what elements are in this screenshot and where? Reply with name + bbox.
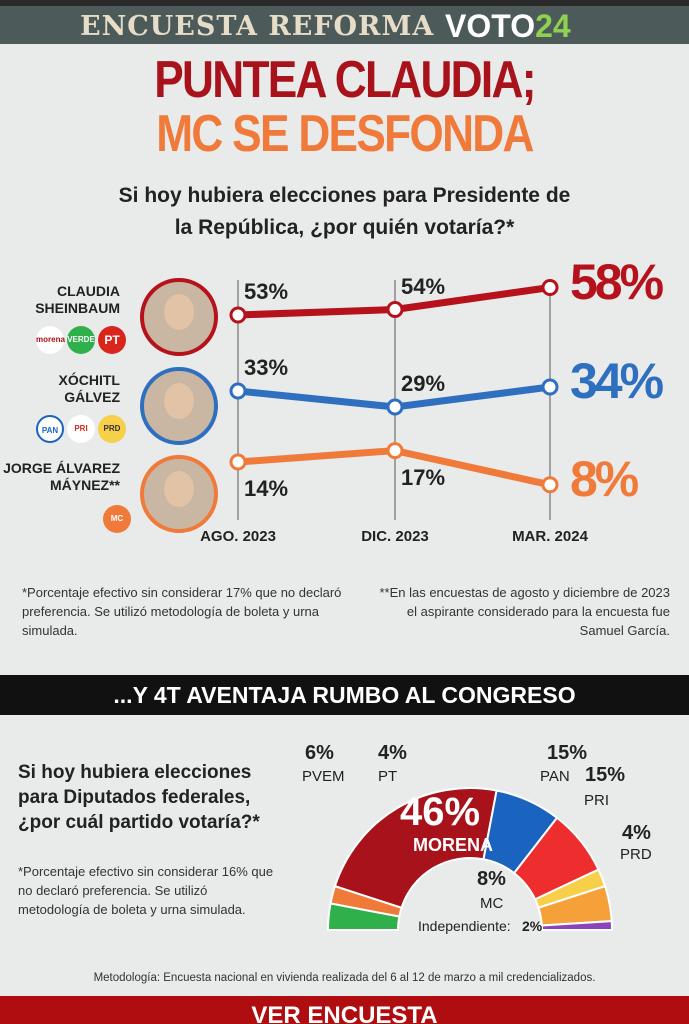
data-point: [386, 442, 404, 460]
party-name: PT: [378, 768, 398, 785]
header-bar: ENCUESTA REFORMA VOTO24: [0, 0, 689, 44]
data-point: [386, 398, 404, 416]
current-value: 34%: [570, 353, 664, 409]
data-point: [541, 279, 559, 296]
data-label: 33%: [244, 355, 289, 380]
morena-value: 46%: [400, 790, 481, 834]
data-point: [229, 382, 247, 400]
current-value: 8%: [570, 450, 639, 507]
congress-chart: [326, 787, 614, 931]
party-logos: MC: [103, 505, 131, 533]
data-point: [386, 301, 404, 318]
party-value: 6%: [305, 742, 334, 764]
party-name: MC: [480, 895, 504, 912]
headline-1: PUNTEA CLAUDIA;: [154, 51, 536, 109]
question-2: Si hoy hubiera elecciones para Diputados…: [18, 762, 260, 833]
note-right: **En las encuestas de agosto y diciembre…: [379, 585, 670, 638]
party-logos: morena VERDE PT: [36, 326, 126, 354]
party-value: 4%: [622, 822, 651, 844]
candidate-name: JORGE ÁLVAREZ MÁYNEZ**: [3, 460, 120, 493]
data-label: 54%: [401, 273, 446, 299]
party-value: 4%: [378, 742, 407, 764]
verde-logo: VERDE: [67, 326, 95, 354]
pt-logo: PT: [98, 326, 126, 354]
morena-logo: morena: [36, 326, 65, 354]
data-label: 17%: [401, 464, 446, 490]
party-logos: PAN PRI PRD: [36, 415, 126, 443]
mc-logo: MC: [103, 505, 131, 533]
pri-logo: PRI: [67, 415, 95, 443]
data-label: 53%: [244, 279, 289, 304]
x-tick-label: DIC. 2023: [361, 528, 429, 545]
party-name: PAN: [540, 768, 570, 785]
party-name: Independiente:: [418, 918, 511, 934]
data-label: 14%: [244, 476, 289, 501]
data-label: 29%: [401, 371, 446, 396]
data-point: [229, 306, 247, 324]
avatar-sheinbaum: [140, 278, 218, 356]
line-chart: [229, 279, 559, 520]
x-tick-label: AGO. 2023: [200, 528, 276, 545]
party-value: 8%: [477, 868, 506, 890]
avatar-galvez: [140, 367, 218, 445]
prd-logo: PRD: [98, 415, 126, 443]
segment-independiente: [540, 920, 614, 931]
candidate-name: XÓCHITL GÁLVEZ: [58, 372, 120, 405]
note-left: *Porcentaje efectivo sin considerar 17% …: [22, 585, 342, 638]
morena-name: MORENA: [413, 835, 493, 855]
note-congress: *Porcentaje efectivo sin considerar 16% …: [18, 864, 274, 917]
party-value: 2%: [522, 918, 543, 934]
party-name: PVEM: [302, 768, 345, 785]
headline-2: MC SE DESFONDA: [156, 105, 534, 163]
party-value: 15%: [585, 764, 626, 786]
data-point: [541, 476, 559, 494]
question-1: Si hoy hubiera elecciones para President…: [118, 184, 571, 239]
party-name: PRI: [584, 792, 610, 809]
header-title: ENCUESTA REFORMA: [80, 11, 435, 42]
segment-morena: [333, 787, 498, 910]
data-point: [229, 453, 247, 471]
x-tick-label: MAR. 2024: [512, 528, 588, 545]
section-banner: ...Y 4T AVENTAJA RUMBO AL CONGRESO: [0, 675, 689, 715]
voto24-logo: VOTO24: [445, 8, 571, 44]
party-value: 15%: [547, 742, 588, 764]
methodology: Metodología: Encuesta nacional en vivien…: [93, 972, 596, 984]
ver-encuesta-button[interactable]: VER ENCUESTA: [0, 996, 689, 1024]
pan-logo: PAN: [36, 415, 64, 443]
party-name: PRD: [620, 846, 652, 863]
candidate-name: CLAUDIA SHEINBAUM: [35, 283, 120, 316]
data-point: [541, 378, 559, 396]
avatar-maynez: [140, 455, 218, 533]
current-value: 58%: [570, 253, 664, 310]
